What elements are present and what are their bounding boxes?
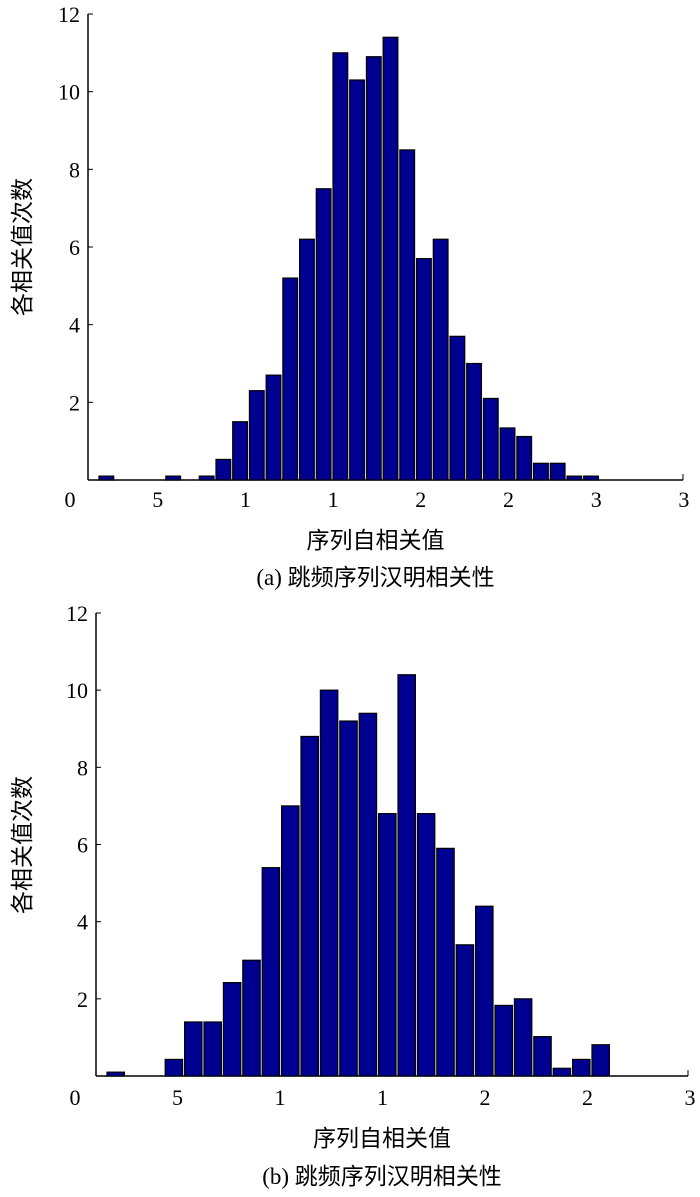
x-tick-label: 5: [172, 1085, 183, 1110]
y-tick-label: 6: [69, 235, 80, 260]
histogram-bar: [378, 813, 397, 1077]
histogram-bar: [499, 427, 516, 481]
histogram-bar: [583, 475, 600, 481]
y-tick-label: 2: [69, 390, 80, 415]
histogram-bar: [265, 374, 282, 481]
histogram-bar: [222, 982, 242, 1077]
histogram-bar: [399, 149, 416, 481]
x-tick-label: 1: [275, 1085, 286, 1110]
histogram-bar: [106, 1071, 125, 1077]
y-tick-label: 2: [77, 987, 88, 1012]
x-axis-label: 序列自相关值: [307, 528, 445, 553]
histogram-bar: [300, 735, 319, 1077]
histogram-bar: [349, 79, 366, 481]
histogram-bar: [358, 712, 378, 1077]
histogram-bar: [98, 475, 115, 481]
y-tick-label: 8: [77, 755, 88, 780]
histogram-bar: [261, 867, 281, 1077]
histogram-bar: [436, 847, 455, 1077]
y-tick-label: 8: [69, 157, 80, 182]
histogram-bar: [415, 258, 432, 481]
y-tick-label: 4: [77, 910, 88, 935]
histogram-bar: [482, 397, 499, 481]
histogram-bar: [332, 52, 349, 481]
x-tick-label: 2: [582, 1085, 593, 1110]
histogram-bar: [552, 1067, 572, 1077]
histogram-bar: [298, 238, 315, 481]
histogram-bar: [455, 944, 475, 1077]
x-tick-label: 0: [70, 1085, 81, 1110]
histogram-bar: [549, 462, 566, 481]
x-tick-label: 1: [377, 1085, 388, 1110]
histogram-bar: [281, 805, 300, 1077]
chart-caption: (a) 跳频序列汉明相关性: [256, 565, 494, 590]
y-axis-label: 各相关值次数: [10, 776, 35, 914]
histogram-bar: [242, 959, 261, 1077]
y-tick-label: 10: [58, 80, 80, 105]
histogram-bar: [165, 475, 182, 481]
y-tick-label: 4: [69, 313, 80, 338]
histogram-bar: [315, 188, 332, 481]
x-tick-label: 2: [480, 1085, 491, 1110]
histogram-bar: [397, 674, 416, 1077]
x-tick-label: 3: [591, 487, 602, 512]
histogram-bar: [215, 458, 232, 481]
histogram-bar: [232, 421, 249, 481]
histogram-bar: [591, 1044, 610, 1077]
y-tick-label: 6: [77, 833, 88, 858]
x-tick-label: 0: [65, 487, 76, 512]
histogram-bar: [416, 813, 436, 1077]
histogram-bar: [164, 1058, 184, 1077]
x-tick-label: 5: [152, 487, 163, 512]
x-tick-label: 1: [328, 487, 339, 512]
histogram-bar: [475, 905, 494, 1077]
x-tick-label: 3: [678, 487, 689, 512]
histogram-bar: [184, 1021, 203, 1077]
chart-caption: (b) 跳频序列汉明相关性: [262, 1164, 502, 1189]
histogram-bar: [571, 1058, 591, 1077]
histogram-bar: [319, 689, 339, 1077]
histogram-bar: [513, 998, 533, 1077]
histogram-bar: [566, 475, 583, 481]
y-tick-label: 12: [58, 2, 80, 27]
histogram-bar: [282, 277, 299, 481]
y-axis-label: 各相关值次数: [10, 178, 35, 316]
y-tick-label: 10: [66, 678, 88, 703]
y-tick-label: 12: [66, 601, 88, 626]
histogram-bar: [533, 1036, 552, 1077]
histogram-bar: [432, 238, 449, 481]
histogram-bar: [532, 462, 549, 481]
x-tick-label: 3: [685, 1085, 696, 1110]
histogram-bar: [365, 56, 382, 481]
histogram-bar: [248, 390, 265, 481]
histogram-bar: [203, 1021, 222, 1077]
histogram-bar: [494, 1004, 513, 1077]
histogram-bar: [449, 335, 466, 481]
histogram-bar: [382, 36, 399, 481]
x-tick-label: 1: [240, 487, 251, 512]
histogram-bar: [466, 362, 483, 481]
x-tick-label: 2: [415, 487, 426, 512]
histogram-bar: [339, 720, 358, 1077]
histogram-bar: [198, 475, 215, 481]
x-axis-label: 序列自相关值: [313, 1126, 451, 1151]
histogram-bar: [516, 435, 533, 481]
x-tick-label: 2: [503, 487, 514, 512]
